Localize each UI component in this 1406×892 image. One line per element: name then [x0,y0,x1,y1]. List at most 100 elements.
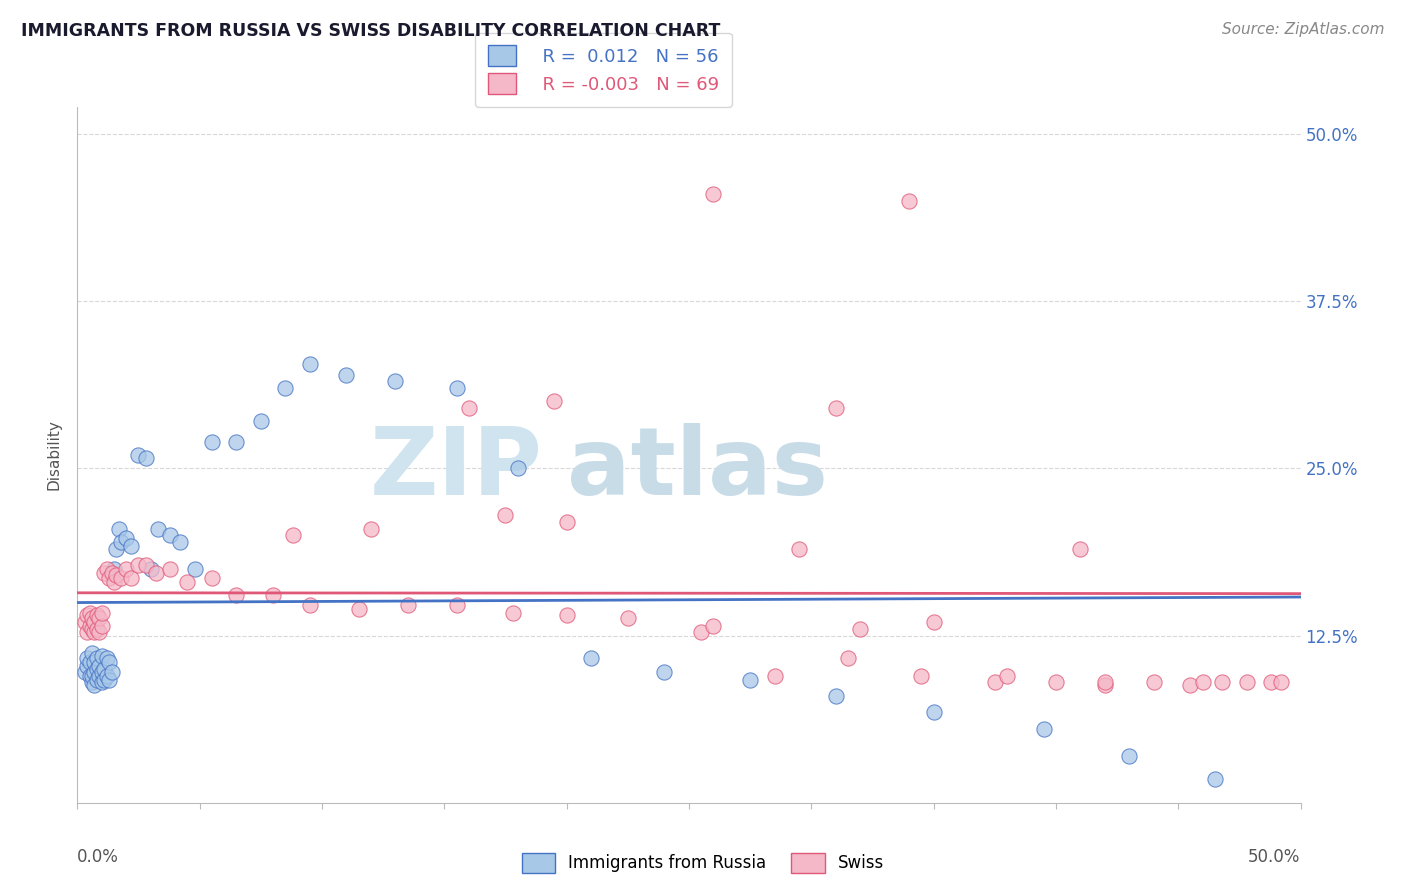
Point [898,194,921,208]
Point [740,673,762,687]
Point [96,651,118,665]
Point [145,566,167,580]
Point [80,611,103,625]
Point [80,669,103,683]
Point [83,624,105,639]
Point [90,619,112,633]
Point [98,655,121,669]
Point [1094,678,1116,692]
Point [76,624,98,639]
Point [225,589,247,603]
Text: 0.0%: 0.0% [77,848,120,866]
Text: ZIP: ZIP [370,423,543,515]
Text: atlas: atlas [567,423,828,515]
Point [89,611,111,625]
Y-axis label: Disability: Disability [46,419,62,491]
Point [225,434,247,449]
Point [579,651,602,665]
Point [360,521,382,535]
Point [824,401,846,416]
Point [298,598,321,612]
Point [98,673,121,687]
Point [298,357,321,371]
Point [100,566,122,580]
Point [849,622,872,636]
Point [110,535,132,549]
Point [135,558,157,572]
Text: IMMIGRANTS FROM RUSSIA VS SWISS DISABILITY CORRELATION CHART: IMMIGRANTS FROM RUSSIA VS SWISS DISABILI… [21,22,720,40]
Point [995,669,1018,683]
Point [347,602,370,616]
Point [787,541,810,556]
Point [79,606,101,620]
Point [79,669,101,683]
Point [83,655,105,669]
Point [128,448,150,462]
Point [135,450,157,465]
Point [384,375,406,389]
Point [86,651,108,665]
Point [146,521,169,535]
Point [86,673,108,687]
Point [93,673,115,687]
Point [654,665,676,679]
Point [446,381,468,395]
Point [103,562,125,576]
Point [90,675,112,690]
Point [76,659,98,673]
Point [702,619,724,633]
Point [1211,675,1233,690]
Point [824,689,846,703]
Point [690,624,713,639]
Point [93,566,115,580]
Point [396,598,419,612]
Point [76,651,98,665]
Point [506,461,529,475]
Point [1180,678,1202,692]
Point [495,508,517,523]
Point [457,401,479,416]
Point [184,562,207,576]
Point [1236,675,1258,690]
Point [80,622,103,636]
Legend:   R =  0.012   N = 56,   R = -0.003   N = 69: R = 0.012 N = 56, R = -0.003 N = 69 [475,33,731,107]
Point [96,562,118,576]
Point [1204,772,1226,786]
Point [73,615,96,630]
Point [120,539,142,553]
Point [120,571,142,585]
Point [86,622,108,636]
Point [1118,749,1140,764]
Point [100,665,122,679]
Point [555,608,578,623]
Legend: Immigrants from Russia, Swiss: Immigrants from Russia, Swiss [515,847,891,880]
Point [837,651,859,665]
Point [1260,675,1282,690]
Point [262,589,284,603]
Point [984,675,1007,690]
Point [1094,675,1116,690]
Point [79,655,101,669]
Point [98,571,121,585]
Point [1069,541,1091,556]
Point [555,515,578,529]
Point [86,608,108,623]
Point [103,575,125,590]
Point [159,528,181,542]
Text: 50.0%: 50.0% [1249,848,1301,866]
Point [1143,675,1166,690]
Point [76,608,98,623]
Point [763,669,786,683]
Point [159,562,181,576]
Point [108,521,131,535]
Point [139,562,162,576]
Point [502,606,524,620]
Point [922,615,945,630]
Point [89,624,111,639]
Point [274,381,297,395]
Point [281,528,304,542]
Point [96,669,118,683]
Text: Source: ZipAtlas.com: Source: ZipAtlas.com [1222,22,1385,37]
Point [90,648,112,663]
Point [79,619,101,633]
